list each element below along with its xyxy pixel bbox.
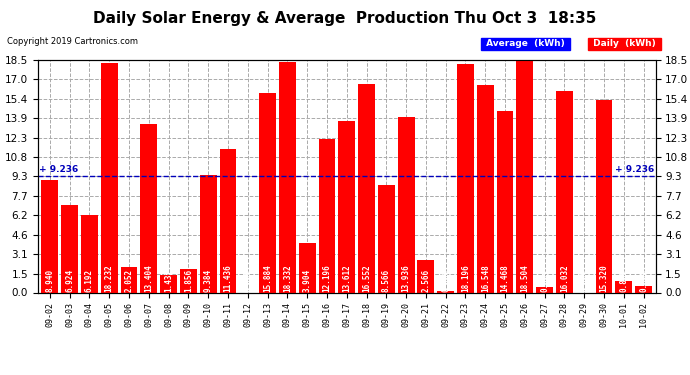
Text: 0.508: 0.508: [639, 269, 648, 292]
Text: 18.196: 18.196: [461, 264, 470, 292]
Bar: [595, 100, 613, 292]
Text: 13.612: 13.612: [342, 264, 351, 292]
Bar: [635, 286, 652, 292]
Text: 13.404: 13.404: [144, 264, 153, 292]
Text: + 9.236: + 9.236: [39, 165, 79, 174]
Text: 0.088: 0.088: [441, 269, 450, 292]
Bar: [497, 111, 513, 292]
Text: 0.000: 0.000: [244, 269, 253, 292]
Text: 2.052: 2.052: [124, 269, 133, 292]
Bar: [457, 64, 474, 292]
Text: 15.884: 15.884: [263, 264, 272, 292]
Text: 11.436: 11.436: [224, 264, 233, 292]
Text: 16.032: 16.032: [560, 264, 569, 292]
Text: 14.468: 14.468: [500, 264, 510, 292]
Bar: [397, 117, 415, 292]
Text: Daily Solar Energy & Average  Production Thu Oct 3  18:35: Daily Solar Energy & Average Production …: [93, 11, 597, 26]
Bar: [299, 243, 315, 292]
Text: 0.404: 0.404: [540, 269, 549, 292]
Text: 1.856: 1.856: [184, 269, 193, 292]
Text: 18.332: 18.332: [283, 264, 292, 292]
Text: 15.320: 15.320: [600, 264, 609, 292]
Bar: [437, 291, 454, 292]
Text: 0.880: 0.880: [620, 269, 629, 292]
Bar: [140, 124, 157, 292]
Bar: [378, 185, 395, 292]
Text: 0.000: 0.000: [580, 269, 589, 292]
Bar: [259, 93, 276, 292]
Bar: [101, 63, 117, 292]
Bar: [121, 267, 137, 292]
Bar: [200, 175, 217, 292]
Text: 18.504: 18.504: [520, 264, 529, 292]
Bar: [160, 274, 177, 292]
Bar: [615, 282, 632, 292]
Bar: [358, 84, 375, 292]
Bar: [417, 260, 434, 292]
Bar: [536, 287, 553, 292]
Text: 6.924: 6.924: [65, 269, 74, 292]
Text: Copyright 2019 Cartronics.com: Copyright 2019 Cartronics.com: [7, 38, 138, 46]
Bar: [180, 269, 197, 292]
Text: 2.566: 2.566: [422, 269, 431, 292]
Bar: [61, 206, 78, 292]
Bar: [279, 62, 296, 292]
Text: 16.548: 16.548: [481, 264, 490, 292]
Text: 18.232: 18.232: [105, 264, 114, 292]
Text: 1.432: 1.432: [164, 269, 173, 292]
Text: 12.196: 12.196: [322, 264, 331, 292]
Text: Daily  (kWh): Daily (kWh): [590, 39, 659, 48]
Bar: [41, 180, 58, 292]
Bar: [338, 122, 355, 292]
Text: 9.384: 9.384: [204, 269, 213, 292]
Bar: [556, 91, 573, 292]
Text: 3.904: 3.904: [303, 269, 312, 292]
Bar: [219, 149, 237, 292]
Text: 13.936: 13.936: [402, 264, 411, 292]
Bar: [477, 84, 493, 292]
Text: 8.940: 8.940: [46, 269, 55, 292]
Bar: [81, 214, 98, 292]
Text: Average  (kWh): Average (kWh): [483, 39, 568, 48]
Text: 6.192: 6.192: [85, 269, 94, 292]
Text: 16.552: 16.552: [362, 264, 371, 292]
Bar: [319, 139, 335, 292]
Bar: [516, 60, 533, 292]
Text: 8.566: 8.566: [382, 269, 391, 292]
Text: + 9.236: + 9.236: [615, 165, 654, 174]
